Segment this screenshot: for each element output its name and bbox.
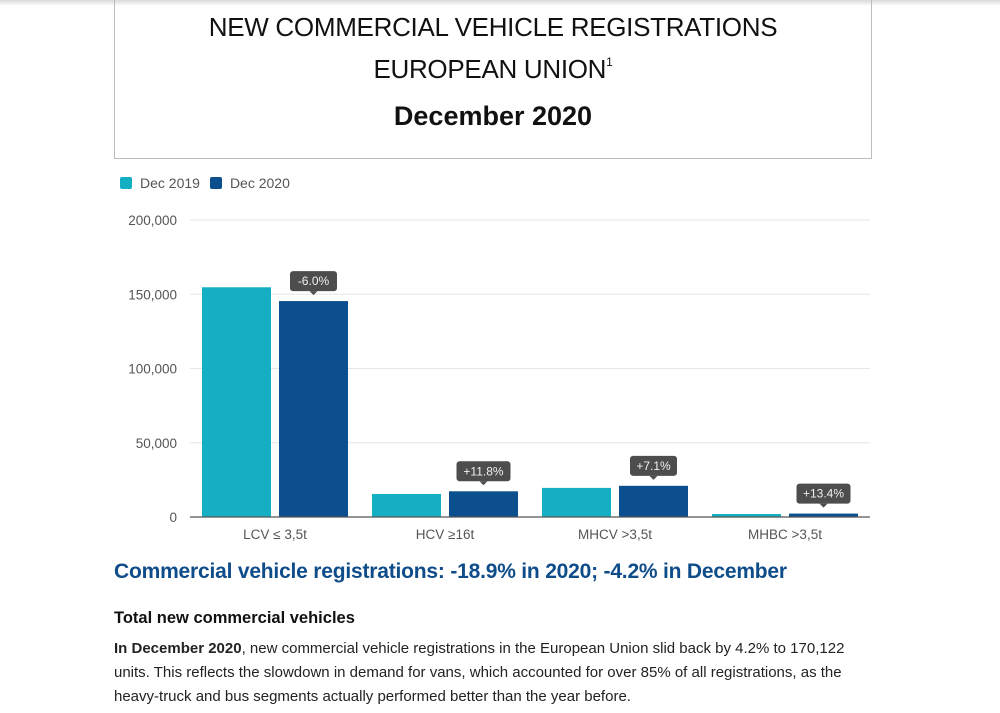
bar-dec-2020[interactable] <box>449 491 518 517</box>
bar-dec-2019[interactable] <box>202 287 271 517</box>
change-tooltip-label: +11.8% <box>463 464 503 478</box>
body-lead: In December 2020 <box>114 640 242 657</box>
legend-label-dec-2020: Dec 2020 <box>229 175 290 191</box>
footnote-marker: 1 <box>606 55 613 69</box>
change-tooltip-pointer <box>649 475 658 480</box>
change-tooltip-pointer <box>819 503 828 508</box>
legend-label-dec-2019: Dec 2019 <box>140 175 200 191</box>
change-tooltip-pointer <box>479 481 488 486</box>
y-tick-label: 200,000 <box>128 213 177 228</box>
chart-legend: Dec 2019 Dec 2020 <box>120 175 300 191</box>
section-subheading: Total new commercial vehicles <box>114 609 355 627</box>
legend-item-dec-2019[interactable]: Dec 2019 <box>120 175 200 191</box>
body-paragraph: In December 2020, new commercial vehicle… <box>114 637 884 709</box>
bar-dec-2020[interactable] <box>619 485 688 517</box>
change-tooltip-label: +13.4% <box>803 487 844 501</box>
x-tick-label: LCV ≤ 3,5t <box>243 527 307 542</box>
x-tick-label: MHBC >3,5t <box>748 527 822 542</box>
change-tooltip-box <box>796 483 851 504</box>
legend-item-dec-2020[interactable]: Dec 2020 <box>209 175 290 191</box>
bar-dec-2020[interactable] <box>789 513 858 517</box>
change-tooltip-box <box>456 461 511 482</box>
y-tick-label: 150,000 <box>128 287 177 302</box>
bar-chart: 0 50,000 100,000 150,000 200,000 -6.0% LCV ≤ 3… <box>128 213 870 542</box>
report-period: December 2020 <box>393 101 593 131</box>
change-tooltip-label: +7.1% <box>636 459 671 473</box>
x-tick-label: MHCV >3,5t <box>578 527 652 542</box>
x-tick-label: HCV ≥16t <box>416 527 475 542</box>
change-tooltip-label: -6.0% <box>298 274 330 288</box>
page-top-shadow <box>0 0 1000 6</box>
bar-dec-2019[interactable] <box>372 493 441 517</box>
legend-swatch-dec-2020 <box>209 177 222 189</box>
change-tooltip-box <box>630 455 677 476</box>
bar-dec-2020[interactable] <box>279 301 348 517</box>
y-tick-label: 0 <box>169 510 177 525</box>
region-label: EUROPEAN UNION <box>373 54 607 84</box>
body-rest: , new commercial vehicle registrations i… <box>114 640 845 705</box>
change-tooltip-pointer <box>309 291 318 296</box>
y-tick-label: 100,000 <box>128 362 177 377</box>
change-tooltip-box <box>290 271 337 292</box>
report-region: EUROPEAN UNION1 <box>115 54 871 85</box>
bar-dec-2019[interactable] <box>712 514 781 517</box>
report-title: NEW COMMERCIAL VEHICLE REGISTRATIONS <box>208 12 778 42</box>
title-box: NEW COMMERCIAL VEHICLE REGISTRATIONS EUR… <box>114 0 872 159</box>
legend-swatch-dec-2019 <box>120 177 132 189</box>
y-tick-label: 50,000 <box>136 436 177 451</box>
headline: Commercial vehicle registrations: -18.9%… <box>114 560 787 583</box>
bar-dec-2019[interactable] <box>542 487 611 517</box>
